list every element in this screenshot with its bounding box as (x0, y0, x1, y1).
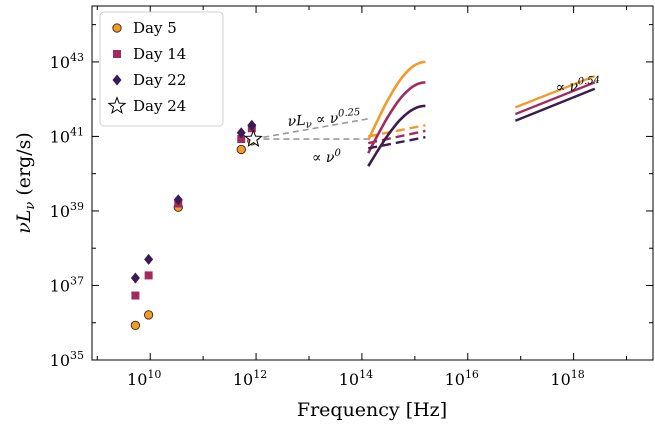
x-tick-label: 1016 (445, 368, 479, 389)
optical-curve (367, 81, 426, 154)
optical-dashed-line (368, 135, 426, 150)
legend-label: Day 14 (133, 45, 186, 63)
x-tick-label: 1012 (233, 368, 267, 389)
data-point-star (243, 129, 263, 148)
data-point-diamond (247, 119, 257, 131)
y-tick-label: 1043 (50, 51, 84, 72)
annotation-slope-054: ∝ ν0.54 (555, 75, 601, 96)
legend-label: Day 5 (133, 19, 177, 37)
tick-layer: 1010 1012 1014 1016 1018 1035 1037 1039 1041 1043 (50, 6, 653, 389)
data-point-circle (236, 144, 246, 155)
y-tick-label: 1039 (50, 200, 84, 221)
data-point-diamond (144, 253, 154, 265)
optical-dashed-line (368, 124, 426, 138)
legend-marker-square (113, 50, 121, 58)
x-axis-title: Frequency [Hz] (297, 399, 447, 421)
data-point-square (237, 135, 246, 144)
x-tick-label: 1014 (339, 368, 373, 389)
legend-marker-circle (112, 23, 122, 33)
data-point-circle (143, 310, 154, 320)
data-markers-layer (130, 119, 263, 330)
data-point-circle (130, 320, 141, 330)
data-point-diamond (173, 194, 183, 206)
plot-frame (91, 5, 654, 361)
y-tick-label: 1035 (50, 349, 84, 370)
data-point-square (131, 291, 140, 300)
x-tick-label: 1018 (550, 368, 584, 389)
y-axis-title: νLν (erg/s) (13, 132, 38, 234)
y-tick-label: 1041 (50, 125, 84, 146)
optical-curve (367, 60, 426, 141)
legend-marker-diamond (112, 74, 122, 86)
annotation-slope-025: νLν ∝ ν0.25 (287, 107, 361, 132)
legend-label: Day 22 (133, 71, 186, 89)
optical-curve (367, 104, 426, 167)
data-point-square (144, 271, 153, 280)
optical-dashed-line (368, 129, 426, 145)
x-tick-label: 1010 (127, 368, 161, 389)
legend-label: Day 24 (133, 97, 186, 115)
xray-powerlaw-line (514, 87, 596, 122)
annotation-slope-0: ∝ ν0 (312, 148, 341, 166)
legend: Day 5 Day 14 Day 22 Day 24 (99, 11, 224, 127)
data-point-diamond (130, 272, 140, 284)
legend-box (99, 11, 224, 127)
data-point-diamond (236, 127, 246, 139)
annotation-layer: νLν ∝ ν0.25 ∝ ν0 ∝ ν0.54 (287, 75, 601, 166)
xray-powerlaw-line (514, 74, 596, 109)
legend-marker-star (107, 96, 127, 115)
xray-powerlaw-line (514, 81, 596, 116)
y-tick-label: 1037 (50, 274, 84, 295)
model-lines-layer (253, 60, 596, 167)
